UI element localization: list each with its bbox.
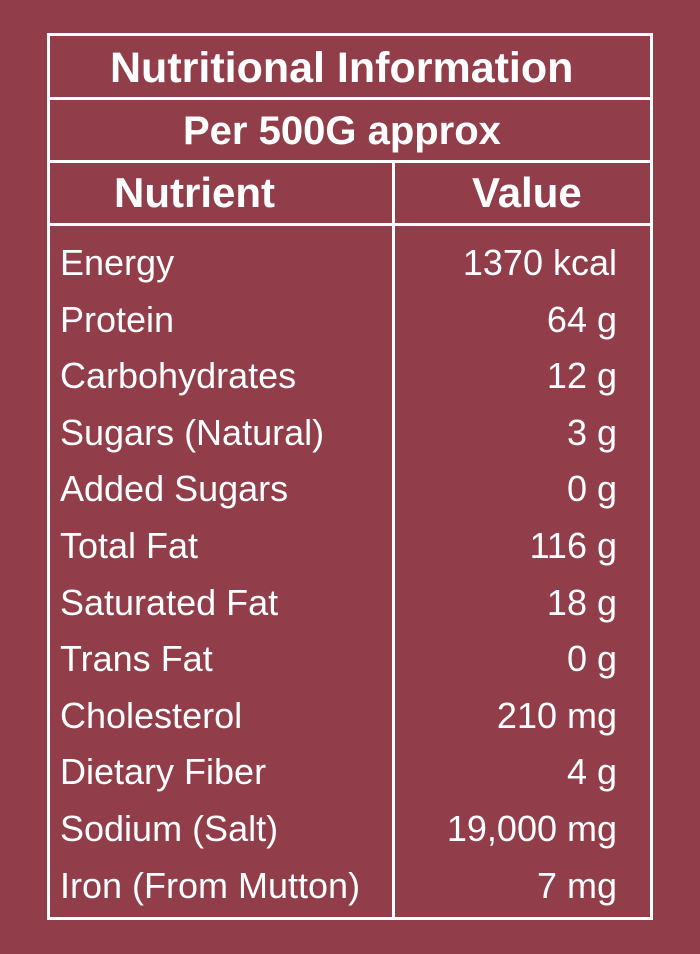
nutrient-name: Cholesterol <box>60 694 243 736</box>
nutrient-name: Added Sugars <box>60 468 289 510</box>
nutrient-value: 116 g <box>529 524 617 566</box>
panel-subtitle: Per 500G approx <box>183 109 501 153</box>
nutrient-value: 19,000 mg <box>446 807 617 849</box>
table-row: Cholesterol 210 mg <box>50 695 650 752</box>
nutrient-table-body: Energy 1370 kcal Protein 64 g Carbohydra… <box>50 242 650 921</box>
column-header-nutrient: Nutrient <box>114 169 275 216</box>
nutrient-name: Protein <box>60 298 175 340</box>
table-row: Trans Fat 0 g <box>50 638 650 695</box>
nutrient-name: Carbohydrates <box>60 355 297 397</box>
nutrient-name: Saturated Fat <box>60 581 279 623</box>
table-row: Protein 64 g <box>50 299 650 356</box>
title-row: Nutritional Information <box>50 36 650 100</box>
nutrition-panel: Nutritional Information Per 500G approx … <box>47 33 653 920</box>
nutrient-value: 210 mg <box>496 694 617 736</box>
nutrient-value: 7 mg <box>536 864 617 906</box>
table-row: Sugars (Natural) 3 g <box>50 412 650 469</box>
nutrient-value: 0 g <box>566 468 617 510</box>
table-row: Energy 1370 kcal <box>50 242 650 299</box>
table-row: Sodium (Salt) 19,000 mg <box>50 808 650 865</box>
column-header-value: Value <box>472 169 582 216</box>
table-row: Iron (From Mutton) 7 mg <box>50 865 650 922</box>
table-row: Carbohydrates 12 g <box>50 355 650 412</box>
nutrient-value: 4 g <box>566 751 617 793</box>
nutrient-value: 0 g <box>566 638 617 680</box>
column-divider <box>392 163 395 917</box>
nutrient-name: Trans Fat <box>60 638 213 680</box>
table-row: Total Fat 116 g <box>50 525 650 582</box>
nutrient-name: Sugars (Natural) <box>60 411 325 453</box>
nutrient-name: Total Fat <box>60 524 199 566</box>
nutrient-name: Energy <box>60 242 175 283</box>
nutrient-value: 18 g <box>546 581 617 623</box>
nutrient-name: Dietary Fiber <box>60 751 267 793</box>
table-header-row: Nutrient Value <box>50 163 650 226</box>
nutrient-value: 3 g <box>566 411 617 453</box>
nutrient-value: 12 g <box>546 355 617 397</box>
table-row: Saturated Fat 18 g <box>50 582 650 639</box>
nutrient-value: 1370 kcal <box>462 242 617 283</box>
nutrient-name: Sodium (Salt) <box>60 807 279 849</box>
table-row: Dietary Fiber 4 g <box>50 751 650 808</box>
nutrient-value: 64 g <box>546 298 617 340</box>
panel-title: Nutritional Information <box>110 44 574 92</box>
table-row: Added Sugars 0 g <box>50 468 650 525</box>
nutrient-name: Iron (From Mutton) <box>60 864 361 906</box>
subtitle-row: Per 500G approx <box>50 100 650 163</box>
